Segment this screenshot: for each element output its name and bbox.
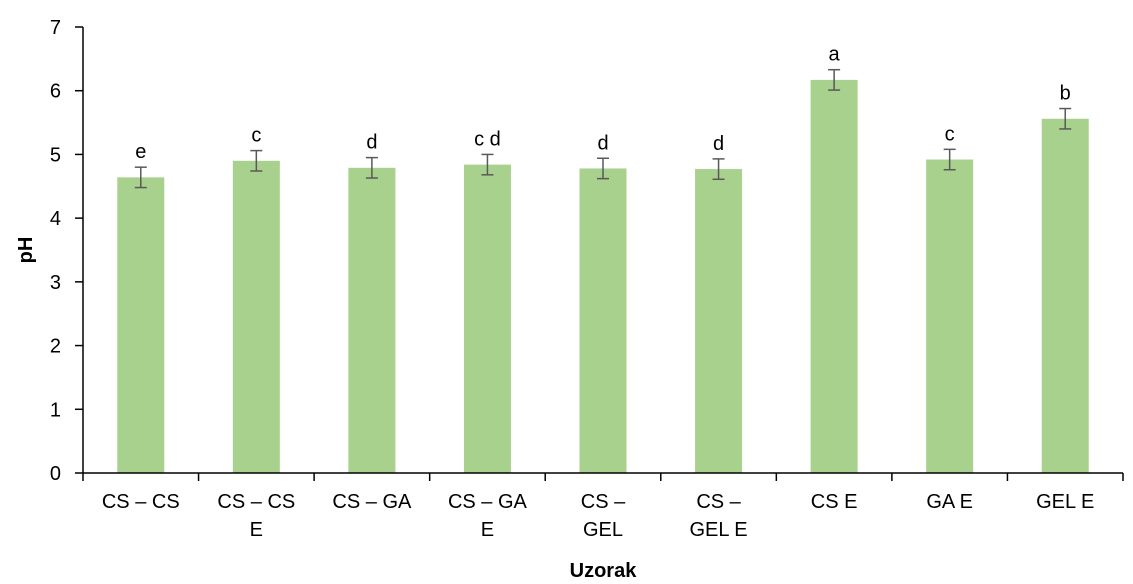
bar	[232, 160, 280, 474]
bar	[926, 159, 974, 474]
significance-label: c	[251, 125, 261, 147]
x-tick-label: CS – GEL E	[689, 491, 747, 541]
y-tick-label: 7	[50, 17, 61, 39]
y-axis-title: pH	[15, 237, 37, 264]
y-tick-label: 1	[50, 399, 61, 421]
x-tick-label: GA E	[926, 491, 973, 513]
significance-label: d	[597, 132, 608, 154]
significance-label: e	[135, 141, 146, 163]
y-tick-label: 0	[50, 463, 61, 485]
x-tick-label: GEL E	[1036, 491, 1094, 513]
x-tick-label: CS – GA	[332, 491, 412, 513]
y-axis-ticks: 0 1 2 3 4 5 6 7	[50, 17, 83, 485]
bar	[348, 167, 396, 473]
y-tick-label: 6	[50, 81, 61, 103]
bar	[579, 168, 627, 473]
y-tick-label: 2	[50, 336, 61, 358]
significance-label: d	[366, 132, 377, 154]
bar	[695, 169, 743, 473]
significance-label: d	[713, 133, 724, 155]
bar	[1041, 118, 1089, 474]
x-axis-ticks: CS – CS CS – CS E CS – GA CS – GA E CS – GEL CS …	[82, 473, 1124, 541]
significance-label: c d	[474, 128, 501, 150]
x-tick-label: CS – CS	[102, 491, 180, 513]
error-bars	[134, 68, 1072, 189]
x-tick-label: CS – GA E	[448, 491, 528, 541]
y-tick-label: 5	[50, 144, 61, 166]
bar	[810, 79, 858, 473]
y-tick-label: 4	[50, 208, 61, 230]
bar	[117, 177, 165, 473]
bar	[463, 164, 511, 473]
significance-labels: e c d c d d d a c b	[135, 44, 1071, 163]
significance-label: a	[829, 44, 841, 66]
x-tick-label: CS – CS E	[217, 491, 295, 541]
x-tick-label: CS E	[811, 491, 858, 513]
x-tick-label: CS – GEL	[581, 491, 626, 541]
significance-label: c	[945, 123, 955, 145]
x-axis-title: Uzorak	[570, 560, 638, 582]
bars	[117, 79, 1089, 474]
significance-label: b	[1060, 83, 1071, 105]
y-tick-label: 3	[50, 272, 61, 294]
